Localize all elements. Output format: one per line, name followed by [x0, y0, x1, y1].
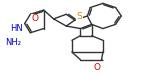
- Text: NH₂: NH₂: [5, 38, 21, 47]
- Text: S: S: [77, 12, 82, 21]
- Text: HN: HN: [10, 24, 23, 33]
- Text: O: O: [93, 63, 100, 72]
- Text: O: O: [31, 14, 38, 23]
